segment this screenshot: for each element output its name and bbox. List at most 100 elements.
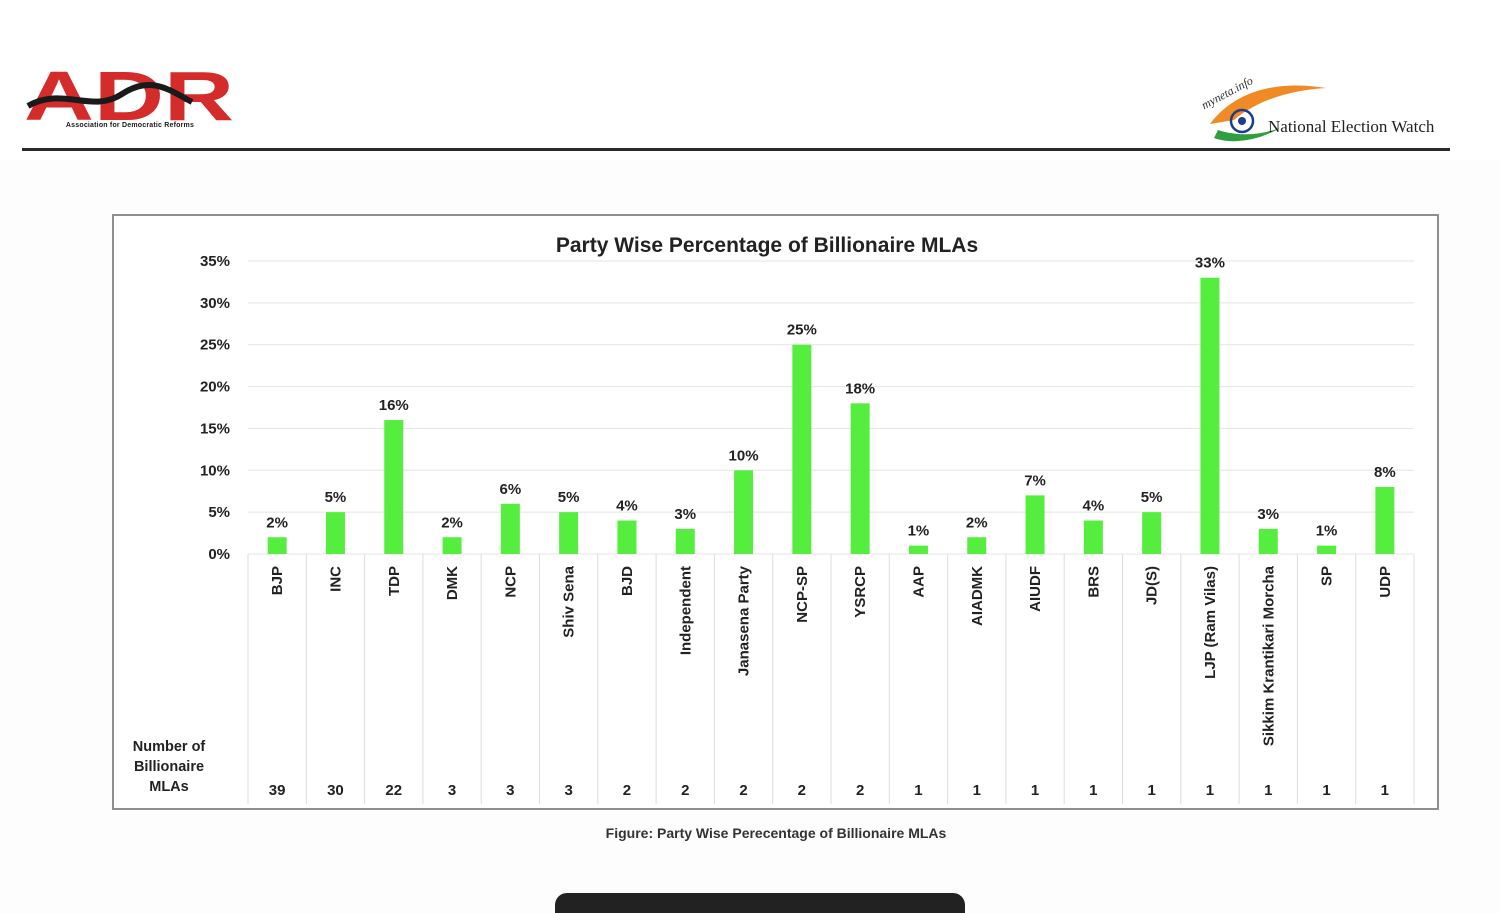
bar [617,520,637,554]
data-label: 3% [674,506,696,523]
mla-count-value: 2 [623,782,631,799]
category-label: Sikkim Krantikari Morcha [1260,565,1277,746]
data-label: 5% [558,489,580,506]
category-labels: BJP INC TDP DMK NCP Shiv Sena BJD Independent Ja… [269,565,1394,746]
bar [1083,520,1103,554]
bar-chart: Party Wise Percentage of Billionaire MLA… [133,234,1415,804]
category-label: JD(S) [1144,566,1161,605]
category-label: AIADMK [969,566,986,626]
data-label: 16% [379,397,409,414]
gridlines [247,260,1415,804]
data-label: 18% [845,380,875,397]
figure-caption: Figure: Party Wise Perecentage of Billio… [605,825,947,841]
bar [442,537,462,554]
bar [1317,545,1337,554]
data-label: 6% [500,481,522,498]
y-tick-label: 25% [200,337,230,354]
data-label: 5% [1141,489,1163,506]
category-label: BJD [619,566,636,596]
mla-count-value: 2 [856,782,864,799]
report-header: ADR Association for Democratic Reforms m… [0,0,1500,160]
category-label: TDP [386,566,403,596]
y-tick-label: 35% [200,253,230,270]
mla-count-value: 3 [564,782,572,799]
mla-count-value: 1 [973,782,981,799]
category-label: INC [327,566,344,592]
table-row-label: Billionaire [134,759,204,775]
mla-count-value: 2 [739,782,747,799]
header-divider [22,148,1450,151]
mla-count-value: 2 [681,782,689,799]
category-label: Independent [677,566,694,655]
bar [1375,487,1395,554]
mla-count-value: 1 [1031,782,1039,799]
table-row-label: Number of [133,739,206,755]
data-label: 1% [1316,523,1338,540]
mla-count-value: 1 [1264,782,1272,799]
y-tick-label: 5% [208,504,230,521]
mla-count-value: 1 [1322,782,1330,799]
mla-count-value: 2 [798,782,806,799]
category-label: NCP [502,566,519,598]
bar [384,420,404,554]
mla-count-value: 1 [1089,782,1097,799]
category-label: LJP (Ram Vilas) [1202,566,1219,679]
mla-count-value: 39 [269,782,286,799]
category-label: SP [1319,566,1336,586]
green-swoosh-icon [1214,128,1280,142]
video-control-bar [555,893,965,913]
bar [1025,495,1045,554]
ashoka-chakra-icon [1229,108,1255,134]
category-label: YSRCP [852,566,869,618]
data-label: 2% [441,514,463,531]
bar [967,537,987,554]
data-label: 2% [266,514,288,531]
category-label: Shiv Sena [561,565,578,637]
bar [734,470,754,554]
bar [675,528,695,554]
adr-logo-swoosh [26,82,194,109]
y-tick-label: 15% [200,420,230,437]
bar [1142,512,1162,554]
mla-count-value: 1 [1381,782,1389,799]
bars: 2% 5% 16% 2% 6% 5% 4% 3% 10% 25% 18% 1% 2% 7% 4% 5% 33% 3… [266,255,1396,554]
y-tick-label: 10% [200,462,230,479]
data-label: 3% [1257,506,1279,523]
bar [500,503,520,554]
category-label: Janasena Party [736,565,753,676]
mla-count-value: 30 [327,782,344,799]
y-axis: 0% 5% 10% 15% 20% 25% 30% 35% [200,253,230,563]
data-label: 7% [1024,472,1046,489]
data-label: 25% [787,322,817,339]
mla-count-value: 22 [385,782,402,799]
bar [267,537,287,554]
bar [325,512,345,554]
bar [559,512,579,554]
category-label: UDP [1377,566,1394,598]
category-label: BRS [1085,566,1102,598]
data-label: 8% [1374,464,1396,481]
category-label: AIUDF [1027,566,1044,612]
y-tick-label: 0% [208,546,230,563]
category-label: BJP [269,566,286,595]
category-label: AAP [910,566,927,598]
y-tick-label: 20% [200,379,230,396]
data-label: 4% [1083,498,1105,515]
adr-tagline: Association for Democratic Reforms [65,122,195,129]
national-election-watch-text: National Election Watch [1268,117,1435,136]
data-label: 33% [1195,255,1225,272]
data-label: 4% [616,498,638,515]
national-election-watch-logo [1210,85,1326,142]
chart-frame: Party Wise Percentage of Billionaire MLA… [112,214,1439,810]
category-label: NCP-SP [794,566,811,623]
data-label: 5% [325,489,347,506]
saffron-swoosh-icon [1210,85,1326,124]
data-label: 10% [729,447,759,464]
data-label: 2% [966,514,988,531]
bar [792,344,812,554]
bar [908,545,928,554]
mla-count-value: 1 [914,782,922,799]
bar [1258,528,1278,554]
chart-title: Party Wise Percentage of Billionaire MLA… [556,234,978,257]
